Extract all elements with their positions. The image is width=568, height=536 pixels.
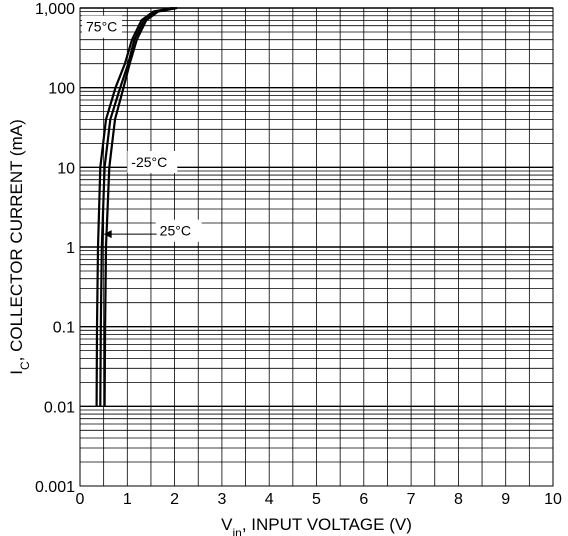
x-tick-label: 1 [123, 491, 132, 508]
y-tick-label: 0.1 [53, 320, 75, 337]
x-tick-label: 9 [501, 491, 510, 508]
x-tick-label: 0 [76, 491, 85, 508]
x-axis-label: Vin, INPUT VOLTAGE (V) [221, 515, 412, 536]
x-tick-labels: 0 1 2 3 4 5 6 7 8 9 10 [76, 491, 562, 508]
x-tick-label: 6 [359, 491, 368, 508]
y-tick-label: 100 [48, 81, 75, 98]
annotation-label: 25°C [160, 223, 191, 239]
y-tick-label: 1,000 [35, 1, 75, 18]
x-tick-label: 5 [312, 491, 321, 508]
annotation-label: -25°C [131, 154, 167, 170]
x-tick-label: 8 [454, 491, 463, 508]
x-tick-label: 10 [544, 491, 562, 508]
annotation-arrowhead [103, 230, 112, 239]
x-tick-label: 4 [265, 491, 274, 508]
x-tick-label: 7 [407, 491, 416, 508]
y-tick-label: 1 [66, 240, 75, 257]
annotation-label: 75°C [86, 19, 117, 35]
y-tick-labels: 0.001 0.01 0.1 1 10 100 1,000 [35, 1, 75, 496]
y-tick-label: 0.01 [44, 399, 75, 416]
series-line-75C [95, 6, 173, 407]
y-tick-label: 10 [57, 160, 75, 177]
annotation-box [82, 15, 122, 38]
series-group [95, 6, 178, 407]
annotations: 75°C -25°C 25°C [82, 15, 202, 242]
x-tick-label: 2 [170, 491, 179, 508]
annotation-box [155, 219, 202, 242]
series-line-25C [99, 6, 175, 407]
x-tick-label: 3 [217, 491, 226, 508]
y-axis-label: IC, COLLECTOR CURRENT (mA) [7, 119, 32, 375]
y-tick-label: 0.001 [35, 479, 75, 496]
series-line-minus-25C [103, 6, 178, 407]
grid [79, 7, 554, 486]
annotation-box [127, 151, 178, 174]
